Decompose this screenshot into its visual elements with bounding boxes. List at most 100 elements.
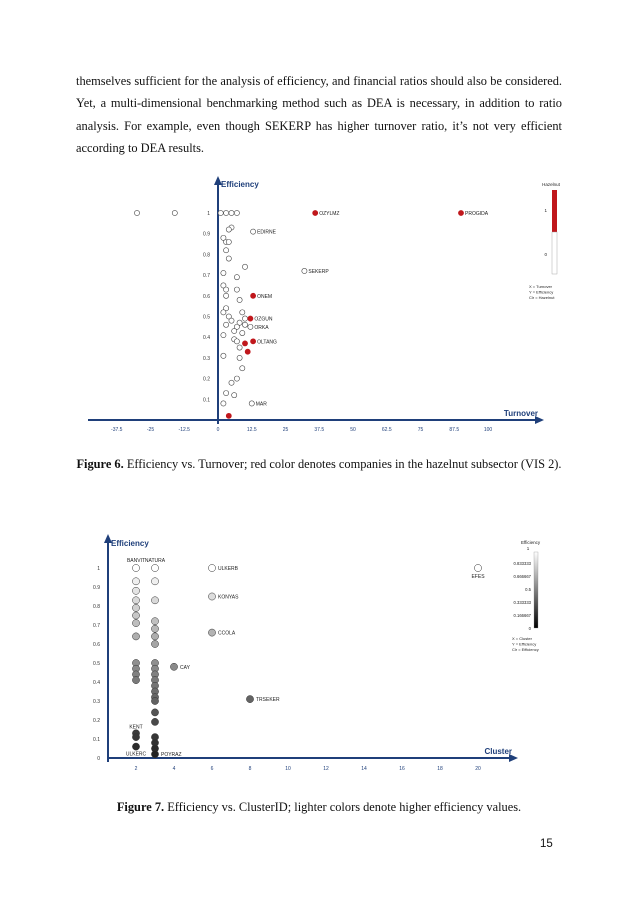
point-label: KENT xyxy=(129,724,142,730)
cluster-point xyxy=(132,564,140,572)
point-label: ONEM xyxy=(257,294,272,300)
y-tick-label: 0 xyxy=(97,756,100,762)
point-label: ULKERB xyxy=(218,566,239,572)
company-point xyxy=(217,210,224,216)
y-axis-arrow xyxy=(104,534,112,543)
point-label: EFES xyxy=(471,574,485,580)
legend-color-red xyxy=(552,190,557,232)
y-tick-label: 0.2 xyxy=(93,718,100,724)
hazelnut-point xyxy=(247,315,254,322)
y-tick-label: 0.8 xyxy=(93,604,100,610)
cluster-point xyxy=(151,596,159,605)
legend-mapping-text: Clr = Hazelnut xyxy=(529,295,555,300)
company-point xyxy=(236,319,243,326)
company-point xyxy=(220,282,227,289)
company-point xyxy=(223,305,229,312)
legend-tick-label: 0.333333 xyxy=(514,600,532,605)
legend-mapping-text: X = Turnover xyxy=(529,284,553,289)
y-tick-label: 0.5 xyxy=(203,315,210,321)
y-tick-label: 0.4 xyxy=(203,335,210,341)
cluster-point xyxy=(474,564,482,572)
company-point xyxy=(220,270,227,276)
hazelnut-point xyxy=(250,292,256,299)
y-tick-label: 0.7 xyxy=(203,273,210,279)
cluster-point xyxy=(151,750,159,759)
legend-mapping-text: Y = Efficiency xyxy=(529,290,553,295)
cluster-point xyxy=(151,718,159,726)
cluster-point xyxy=(132,596,140,605)
x-tick-label: 10 xyxy=(285,766,291,772)
cluster-point xyxy=(132,577,140,586)
y-tick-label: 0.4 xyxy=(93,680,100,686)
y-tick-label: 0.6 xyxy=(203,294,210,300)
cluster-point xyxy=(151,640,159,648)
cluster-point xyxy=(246,695,254,703)
legend-title: Efficiency xyxy=(521,540,541,545)
company-point xyxy=(225,255,232,262)
x-axis-arrow xyxy=(509,754,518,762)
y-tick-label: 0.7 xyxy=(93,623,100,629)
x-tick-label: 62.5 xyxy=(382,427,392,433)
x-tick-label: 14 xyxy=(361,766,367,772)
legend-mapping-text: Y = Efficiency xyxy=(512,642,536,647)
x-tick-label: 87.5 xyxy=(449,427,459,433)
cluster-point xyxy=(151,564,159,572)
legend-bottom-label: 0 xyxy=(544,252,547,257)
point-label: SEKERP xyxy=(308,269,329,275)
figure-7-caption-text: Efficiency vs. ClusterID; lighter colors… xyxy=(164,800,522,814)
company-point xyxy=(233,286,240,293)
company-point xyxy=(134,210,140,216)
cluster-point xyxy=(208,628,216,637)
company-point xyxy=(250,228,256,235)
y-tick-label: 0.5 xyxy=(93,661,100,667)
cluster-point xyxy=(132,632,140,641)
legend-gradient-bar xyxy=(533,551,539,629)
company-point xyxy=(231,328,238,334)
company-point xyxy=(228,210,235,216)
company-point xyxy=(220,400,227,407)
y-tick-label: 1 xyxy=(207,211,210,217)
company-point xyxy=(223,247,229,254)
x-tick-label: 0 xyxy=(217,427,220,433)
company-point xyxy=(236,354,243,361)
company-point xyxy=(236,297,243,303)
legend-color-white xyxy=(551,231,558,275)
company-point xyxy=(231,392,238,399)
y-tick-label: 0.8 xyxy=(203,252,210,258)
point-label: KONYAS xyxy=(218,595,239,601)
point-label: TRSEKER xyxy=(256,697,280,703)
company-point xyxy=(225,313,232,320)
company-point xyxy=(242,321,248,328)
figure-6-label: Figure 6. xyxy=(76,457,124,471)
figure-6-caption-text: Efficiency vs. Turnover; red color denot… xyxy=(123,457,562,471)
x-tick-label: 25 xyxy=(283,427,289,433)
point-label: ULKERC xyxy=(126,752,147,758)
legend-tick-label: 0.5 xyxy=(525,587,531,592)
y-axis-arrow xyxy=(214,176,222,185)
company-point xyxy=(301,268,308,274)
figure-7-caption: Figure 7. Efficiency vs. ClusterID; ligh… xyxy=(60,797,578,818)
x-tick-label: -12.5 xyxy=(179,427,191,433)
hazelnut-point xyxy=(250,338,256,345)
hazelnut-point xyxy=(458,210,464,216)
x-tick-label: 37.5 xyxy=(314,427,324,433)
company-point xyxy=(220,332,227,339)
company-point xyxy=(233,338,240,345)
company-point xyxy=(233,274,240,281)
company-point xyxy=(220,309,227,316)
company-point xyxy=(223,390,229,396)
legend-title-value: 1 xyxy=(527,546,530,551)
y-tick-label: 0.3 xyxy=(93,699,100,705)
company-point xyxy=(223,321,229,328)
company-point xyxy=(228,317,235,324)
company-point xyxy=(223,210,229,216)
x-tick-label: -37.5 xyxy=(111,427,123,433)
cluster-point xyxy=(132,611,140,620)
company-point xyxy=(248,400,255,407)
legend-tick-label: 0.166667 xyxy=(514,613,532,618)
cluster-point xyxy=(151,617,159,626)
x-tick-label: 4 xyxy=(173,766,176,772)
point-label: PROGIDA xyxy=(465,211,489,217)
x-tick-label: 12 xyxy=(323,766,329,772)
